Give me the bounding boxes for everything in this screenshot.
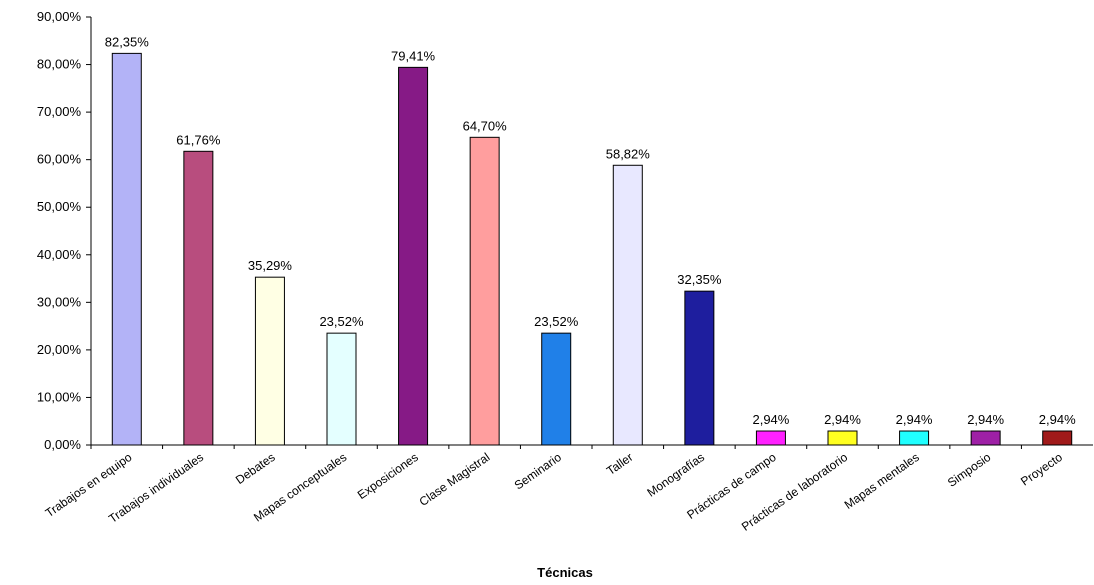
value-label: 82,35% bbox=[105, 34, 150, 49]
value-label: 2,94% bbox=[896, 412, 933, 427]
bar bbox=[1042, 430, 1073, 446]
value-label: 35,29% bbox=[248, 258, 293, 273]
y-tick-label: 30,00% bbox=[37, 294, 82, 309]
y-tick-label: 40,00% bbox=[37, 247, 82, 262]
x-tick-label: Seminario bbox=[512, 450, 565, 493]
y-tick-label: 0,00% bbox=[44, 437, 81, 452]
y-tick-label: 10,00% bbox=[37, 389, 82, 404]
bar bbox=[612, 164, 643, 446]
bar bbox=[899, 430, 930, 446]
y-tick-label: 80,00% bbox=[37, 57, 82, 72]
x-tick-label: Simposio bbox=[945, 450, 994, 490]
y-tick-label: 70,00% bbox=[37, 104, 82, 119]
value-label: 32,35% bbox=[677, 272, 722, 287]
value-label: 2,94% bbox=[752, 412, 789, 427]
bar bbox=[398, 66, 429, 446]
value-label: 2,94% bbox=[967, 412, 1004, 427]
y-tick-label: 90,00% bbox=[37, 9, 82, 24]
value-label: 61,76% bbox=[176, 132, 221, 147]
y-tick-label: 60,00% bbox=[37, 152, 82, 167]
x-tick-label: Proyecto bbox=[1018, 450, 1065, 489]
x-tick-label: Debates bbox=[233, 450, 278, 487]
x-tick-label: Mapas mentales bbox=[842, 450, 922, 512]
x-tick-label: Taller bbox=[604, 450, 636, 478]
x-tick-label: Clase Magistral bbox=[417, 450, 493, 509]
bar bbox=[111, 52, 142, 446]
bar bbox=[254, 276, 285, 446]
bar bbox=[183, 150, 214, 446]
value-label: 79,41% bbox=[391, 48, 436, 63]
bar bbox=[755, 430, 786, 446]
value-label: 58,82% bbox=[606, 146, 651, 161]
value-label: 64,70% bbox=[463, 118, 508, 133]
x-tick-label: Monografías bbox=[644, 450, 707, 500]
value-label: 23,52% bbox=[534, 314, 579, 329]
x-tick-label: Exposiciones bbox=[355, 450, 421, 502]
bar bbox=[827, 430, 858, 446]
y-tick-label: 50,00% bbox=[37, 199, 82, 214]
value-label: 2,94% bbox=[1039, 412, 1076, 427]
value-label: 23,52% bbox=[319, 314, 364, 329]
y-tick-label: 20,00% bbox=[37, 342, 82, 357]
bar bbox=[469, 136, 500, 446]
bar bbox=[684, 290, 715, 446]
value-label: 2,94% bbox=[824, 412, 861, 427]
bar bbox=[326, 332, 357, 446]
x-axis-title: Técnicas bbox=[537, 565, 593, 580]
bar bbox=[541, 332, 572, 446]
bar bbox=[970, 430, 1001, 446]
